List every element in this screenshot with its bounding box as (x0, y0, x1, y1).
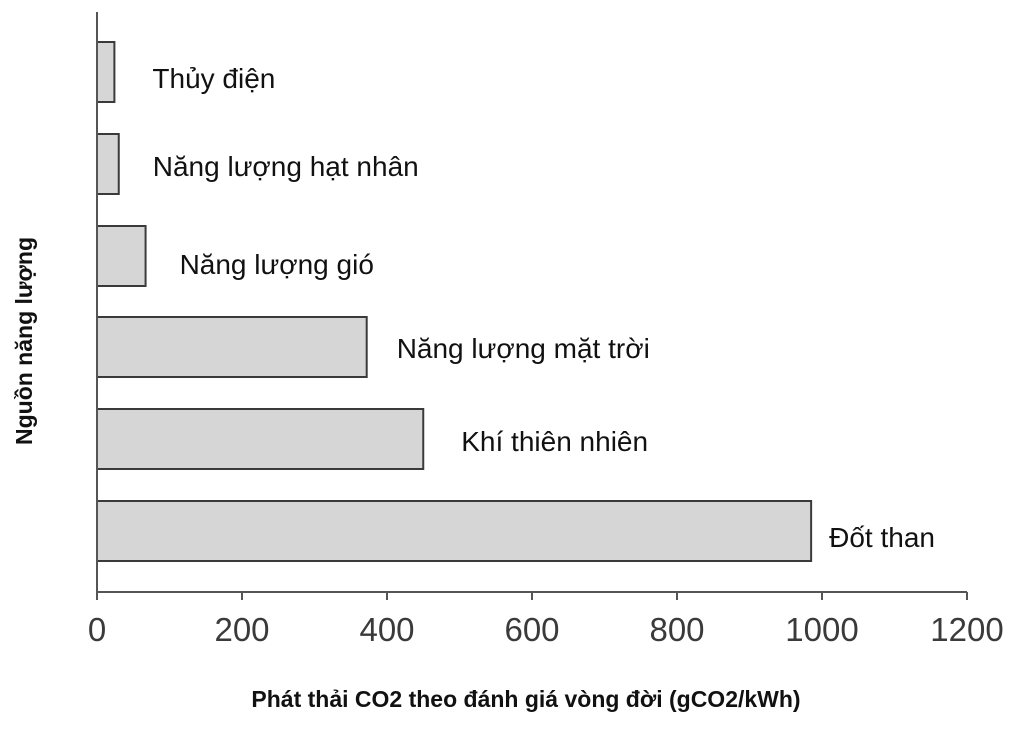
bar-4 (96, 408, 425, 470)
x-tick-label-1: 200 (214, 611, 269, 648)
x-axis-title: Phát thải CO2 theo đánh giá vòng đời (gC… (251, 686, 800, 712)
bar-1 (96, 133, 120, 195)
bars-group (96, 41, 813, 562)
x-tick-label-5: 1000 (785, 611, 858, 648)
x-tick-label-3: 600 (504, 611, 559, 648)
bar-label-3: Năng lượng mặt trời (397, 333, 650, 364)
bar-5 (96, 500, 813, 562)
bar-labels-group: Thủy điện Năng lượng hạt nhân Năng lượng g… (152, 63, 935, 553)
x-axis-ticks: 0 200 400 600 800 1000 1200 (88, 592, 1004, 648)
x-tick-label-0: 0 (88, 611, 106, 648)
bar-label-5: Đốt than (829, 522, 935, 553)
x-tick-label-2: 400 (359, 611, 414, 648)
x-tick-label-4: 800 (649, 611, 704, 648)
bar-3 (96, 316, 368, 378)
x-tick-label-6: 1200 (930, 611, 1003, 648)
bar-0 (96, 41, 116, 103)
bar-2 (96, 225, 147, 287)
bar-label-1: Năng lượng hạt nhân (153, 151, 419, 182)
bar-label-0: Thủy điện (152, 63, 275, 94)
y-axis-title: Nguồn năng lượng (11, 237, 37, 445)
bar-label-4: Khí thiên nhiên (461, 426, 648, 457)
bar-label-2: Năng lượng gió (180, 249, 374, 280)
